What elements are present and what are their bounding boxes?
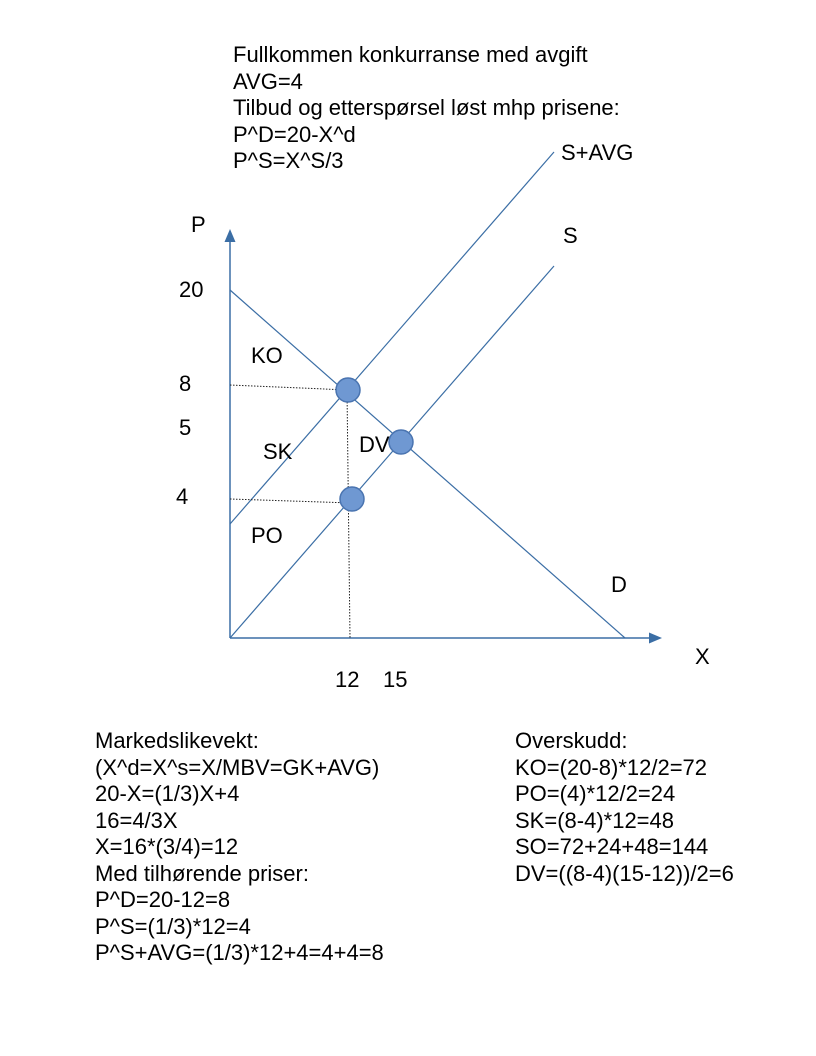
y-tick-8: 8 <box>179 371 191 396</box>
producer-price-point <box>339 486 365 512</box>
quantity-12-guide <box>346 389 351 639</box>
x-axis-arrow <box>649 632 662 644</box>
calc-line: P^D=20-12=8 <box>95 887 231 912</box>
surplus-line: SO=72+24+48=144 <box>515 834 709 859</box>
calc-line: 16=4/3X <box>95 807 178 833</box>
header-title: Fullkommen konkurranse med avgift <box>233 42 588 67</box>
supply-label: S <box>563 223 578 248</box>
header-demand-eq: P^D=20-X^d <box>233 121 356 147</box>
no-tax-equilibrium-point <box>388 429 414 455</box>
calc-line: P^S+AVG=(1/3)*12+4=4+4=8 <box>95 940 384 965</box>
calc-line: X=16*(3/4)=12 <box>95 834 239 859</box>
header-subtitle: Tilbud og etterspørsel løst mhp prisene: <box>233 95 620 120</box>
surplus-calculation: Overskudd: KO=(20-8)*12/2=72 PO=(4)*12/2… <box>515 728 734 887</box>
header-tax: AVG=4 <box>233 68 303 94</box>
y-axis-label: P <box>191 212 206 237</box>
price-4-guide <box>229 498 353 504</box>
calc-line: Markedslikevekt: <box>95 728 259 753</box>
x-tick-12: 12 <box>335 667 359 692</box>
x-tick-15: 15 <box>383 667 407 692</box>
area-label-ko: KO <box>251 343 283 368</box>
equilibrium-calculation: Markedslikevekt: (X^d=X^s=X/MBV=GK+AVG) … <box>95 728 384 967</box>
header-supply-eq: P^S=X^S/3 <box>233 148 344 173</box>
x-axis-label: X <box>695 644 710 669</box>
supply-tax-line <box>229 151 555 525</box>
area-label-dv: DV <box>359 432 390 457</box>
calc-line: P^S=(1/3)*12=4 <box>95 913 251 939</box>
calc-line: 20-X=(1/3)X+4 <box>95 781 240 806</box>
area-label-sk: SK <box>263 439 293 464</box>
demand-line <box>229 289 626 639</box>
header-text: Fullkommen konkurranse med avgift AVG=4 … <box>233 42 620 175</box>
supply-line <box>229 265 555 639</box>
surplus-line: DV=((8-4)(15-12))/2=6 <box>515 860 734 886</box>
surplus-line: Overskudd: <box>515 728 628 753</box>
y-tick-4: 4 <box>176 484 188 509</box>
surplus-line: PO=(4)*12/2=24 <box>515 781 676 806</box>
y-tick-5: 5 <box>179 415 191 440</box>
price-8-guide <box>229 384 349 391</box>
calc-line: Med tilhørende priser: <box>95 860 309 886</box>
calc-line: (X^d=X^s=X/MBV=GK+AVG) <box>95 754 380 780</box>
y-axis-arrow <box>224 229 236 242</box>
demand-label: D <box>611 572 627 597</box>
area-label-po: PO <box>251 523 283 548</box>
supply-tax-label: S+AVG <box>561 140 633 165</box>
surplus-line: KO=(20-8)*12/2=72 <box>515 754 708 780</box>
consumer-price-point <box>335 377 361 403</box>
surplus-line: SK=(8-4)*12=48 <box>515 807 674 833</box>
y-tick-20: 20 <box>179 277 203 302</box>
